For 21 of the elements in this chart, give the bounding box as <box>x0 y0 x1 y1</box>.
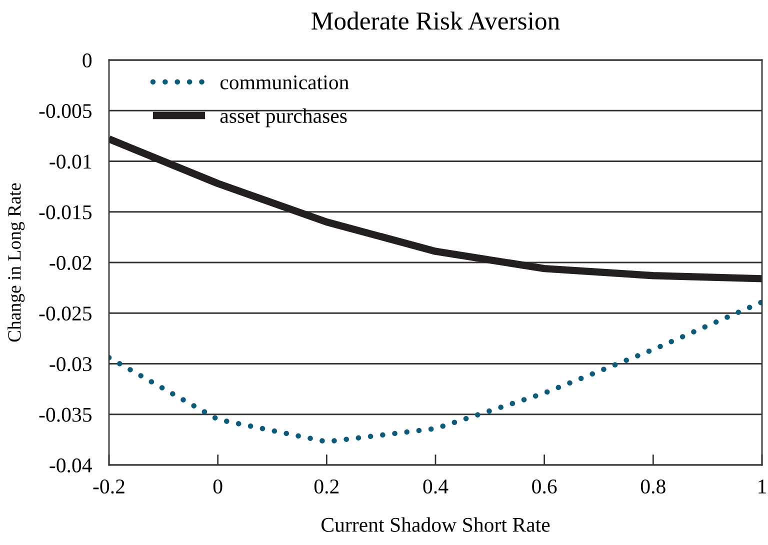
x-tick-label: 0 <box>213 479 222 494</box>
y-tick-label: -0.025 <box>39 306 92 321</box>
y-tick-label: -0.035 <box>39 408 92 422</box>
y-axis-title: Change in Long Rate <box>8 183 25 342</box>
x-tick-label: 0.4 <box>423 479 448 494</box>
x-tick-label: 0.2 <box>314 479 339 494</box>
y-tick-label: -0.015 <box>39 205 92 220</box>
y-tick-label: -0.01 <box>50 154 92 169</box>
x-axis-title: Current Shadow Short Rate <box>322 517 550 532</box>
legend-label: communication <box>220 75 349 90</box>
x-tick-label: 0.6 <box>532 479 557 494</box>
y-tick-label: -0.005 <box>39 104 92 118</box>
y-tick-label: 0 <box>82 53 92 68</box>
legend-label: asset purchases <box>220 108 347 128</box>
y-tick-label: -0.02 <box>50 256 92 270</box>
x-tick-label: 1 <box>758 480 766 494</box>
y-tick-label: -0.04 <box>50 458 92 473</box>
chart-title: Moderate Risk Aversion <box>312 12 560 30</box>
x-tick-label: -0.2 <box>93 479 124 494</box>
y-tick-label: -0.03 <box>50 357 92 372</box>
x-tick-label: 0.8 <box>640 479 666 494</box>
